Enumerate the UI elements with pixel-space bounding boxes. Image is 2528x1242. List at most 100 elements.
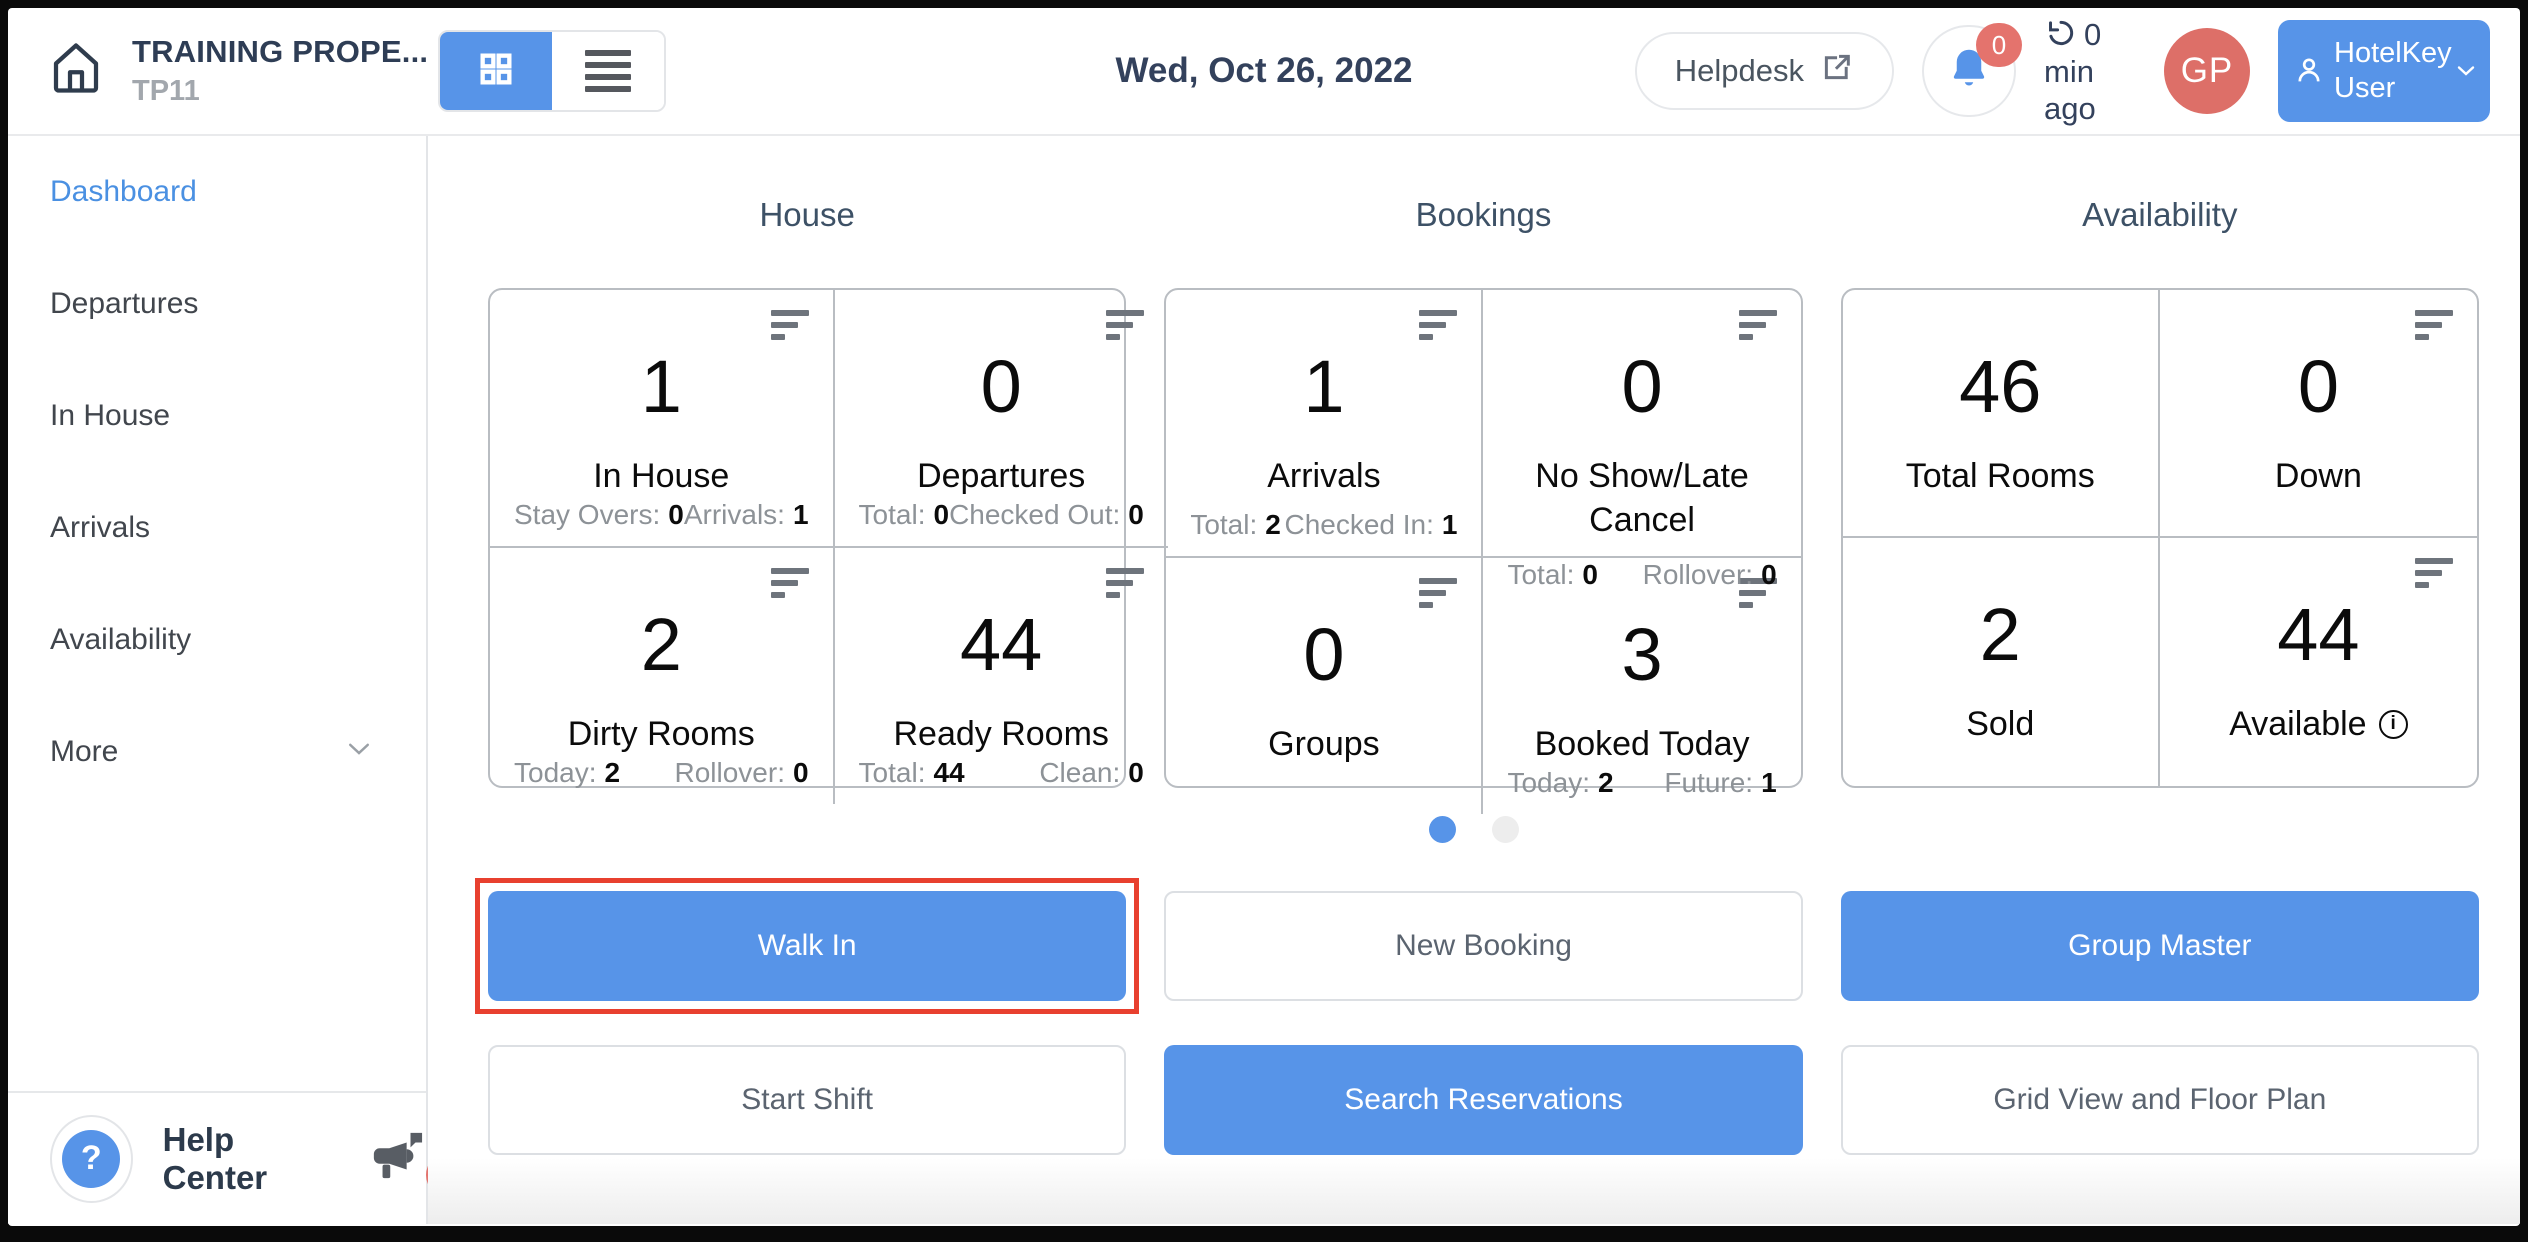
view-toggle [438, 30, 667, 112]
sync-status[interactable]: 0 min ago [2044, 16, 2136, 127]
card-menu-icon[interactable] [2414, 310, 2453, 340]
footer-value: 44 [933, 757, 965, 788]
footer-label: Total: [1190, 509, 1258, 540]
stat-card-dirty-rooms[interactable]: 2 Dirty Rooms Today: 2 Rollover: 0 [490, 548, 835, 804]
list-view-toggle[interactable] [552, 32, 665, 110]
stat-card-available[interactable]: 44 Available i [2160, 538, 2477, 786]
refresh-icon [2049, 20, 2074, 45]
top-header: TRAINING PROPE... TP11 Wed, Oct 26, 2022 [8, 8, 2520, 136]
sidebar-item-more[interactable]: More [8, 696, 426, 808]
new-booking-button[interactable]: New Booking [1164, 891, 1803, 1001]
stat-label: No Show/Late Cancel [1535, 457, 1749, 539]
help-center[interactable]: ? Help Center 0 [8, 1091, 472, 1224]
footer-label: Stay Overs: [514, 499, 661, 530]
property-brand[interactable]: TRAINING PROPE... TP11 [46, 34, 428, 109]
stat-card-arrivals[interactable]: 1 Arrivals Total: 2 Checked In: 1 [1166, 290, 1484, 558]
stat-label: Available [2229, 705, 2367, 743]
stat-label: Ready Rooms [893, 715, 1109, 753]
sidebar-item-arrivals[interactable]: Arrivals [8, 472, 426, 584]
footer-label: Today: [514, 757, 597, 788]
announcements-button[interactable]: 0 [368, 1129, 472, 1197]
stat-label: Dirty Rooms [567, 715, 755, 753]
avatar[interactable]: GP [2164, 28, 2250, 114]
megaphone-icon [373, 1132, 423, 1179]
stat-card-groups[interactable]: 0 Groups [1166, 558, 1484, 814]
bell-icon [1948, 46, 1990, 97]
section-title: Bookings [1415, 196, 1552, 233]
footer-label: Future: [1664, 767, 1754, 798]
stat-card-in-house[interactable]: 1 In House Stay Overs: 0 Arrivals: 1 [490, 290, 835, 548]
chevron-down-icon [344, 733, 374, 771]
property-name: TRAINING PROPE... [132, 33, 429, 69]
stat-value: 3 [1621, 613, 1663, 696]
sidebar-item-dashboard[interactable]: Dashboard [8, 136, 426, 248]
helpdesk-button[interactable]: Helpdesk [1634, 32, 1894, 110]
stat-label: Departures [917, 457, 1086, 495]
stat-card-sold[interactable]: 2 Sold [1843, 538, 2160, 786]
section-availability: Availability 46 Total Rooms 0 Down 2 [1840, 196, 2479, 788]
stat-label: Total Rooms [1905, 457, 2095, 495]
sidebar-item-in-house[interactable]: In House [8, 360, 426, 472]
card-menu-icon[interactable] [1738, 578, 1777, 608]
stat-value: 46 [1959, 345, 2042, 428]
stat-footer: Today: 2 Future: 1 [1507, 766, 1776, 800]
carousel-dots [428, 816, 2520, 843]
card-menu-icon[interactable] [770, 568, 809, 598]
card-menu-icon[interactable] [2414, 558, 2453, 588]
search-reservations-button[interactable]: Search Reservations [1164, 1045, 1803, 1155]
card-menu-icon[interactable] [1419, 578, 1458, 608]
grid-view-floor-plan-button[interactable]: Grid View and Floor Plan [1840, 1045, 2479, 1155]
start-shift-button[interactable]: Start Shift [488, 1045, 1127, 1155]
helpdesk-label: Helpdesk [1674, 53, 1804, 88]
user-menu-button[interactable]: HotelKey User [2278, 20, 2490, 122]
stat-card-ready-rooms[interactable]: 44 Ready Rooms Total: 44 Clean: 0 [835, 548, 1168, 804]
sidebar-item-label: Arrivals [50, 511, 151, 544]
card-menu-icon[interactable] [1738, 310, 1777, 340]
sidebar-item-label: Availability [50, 623, 192, 656]
list-icon [585, 50, 632, 92]
sidebar-item-departures[interactable]: Departures [8, 248, 426, 360]
help-icon: ? [50, 1114, 133, 1203]
footer-label: Arrivals: [683, 499, 785, 530]
stat-label: Groups [1268, 725, 1380, 763]
footer-label: Checked In: [1284, 509, 1434, 540]
sync-text: 0 min ago [2044, 16, 2102, 126]
card-menu-icon[interactable] [1105, 310, 1144, 340]
card-menu-icon[interactable] [1105, 568, 1144, 598]
footer-value: 1 [792, 499, 809, 530]
footer-value: 0 [668, 499, 684, 530]
footer-value: 2 [604, 757, 621, 788]
grid-view-toggle[interactable] [440, 32, 553, 110]
stat-card-total-rooms[interactable]: 46 Total Rooms [1842, 290, 2160, 538]
group-master-button[interactable]: Group Master [1840, 891, 2479, 1001]
stat-footer: Total: 0 Checked Out: 0 [859, 498, 1144, 532]
stat-card-down[interactable]: 0 Down [2159, 290, 2477, 538]
sidebar-nav: Dashboard Departures In House Arrivals A… [8, 136, 426, 808]
stat-value: 0 [1621, 345, 1663, 428]
stat-card-no-show-late-cancel[interactable]: 0 No Show/Late Cancel Total: 0 Rollover: 0 [1483, 290, 1801, 590]
walk-in-button[interactable]: Walk In [488, 891, 1127, 1001]
stat-label: Down [2274, 457, 2362, 495]
sidebar-item-availability[interactable]: Availability [8, 584, 426, 696]
card-menu-icon[interactable] [770, 310, 809, 340]
bookings-card-group: 1 Arrivals Total: 2 Checked In: 1 0 No Sho… [1164, 288, 1803, 814]
footer-value: 0 [1582, 559, 1598, 590]
current-date: Wed, Oct 26, 2022 [1115, 51, 1413, 90]
notifications-button[interactable]: 0 [1922, 23, 2022, 117]
stat-label: In House [593, 457, 730, 495]
carousel-dot-1[interactable] [1429, 816, 1456, 843]
info-icon[interactable]: i [2378, 709, 2408, 739]
footer-label: Checked Out: [949, 499, 1121, 530]
stat-value: 0 [980, 345, 1022, 428]
footer-value: 2 [1597, 767, 1614, 798]
footer-value: 0 [933, 499, 950, 530]
card-menu-icon[interactable] [1419, 310, 1458, 340]
carousel-dot-2[interactable] [1492, 816, 1519, 843]
footer-value: 2 [1265, 509, 1281, 540]
stat-card-booked-today[interactable]: 3 Booked Today Today: 2 Future: 1 [1483, 558, 1800, 814]
footer-value: 0 [1128, 499, 1144, 530]
footer-label: Today: [1507, 767, 1590, 798]
stat-card-departures[interactable]: 0 Departures Total: 0 Checked Out: 0 [834, 290, 1168, 548]
header-right-cluster: Helpdesk 0 0 mi [1634, 16, 2490, 127]
